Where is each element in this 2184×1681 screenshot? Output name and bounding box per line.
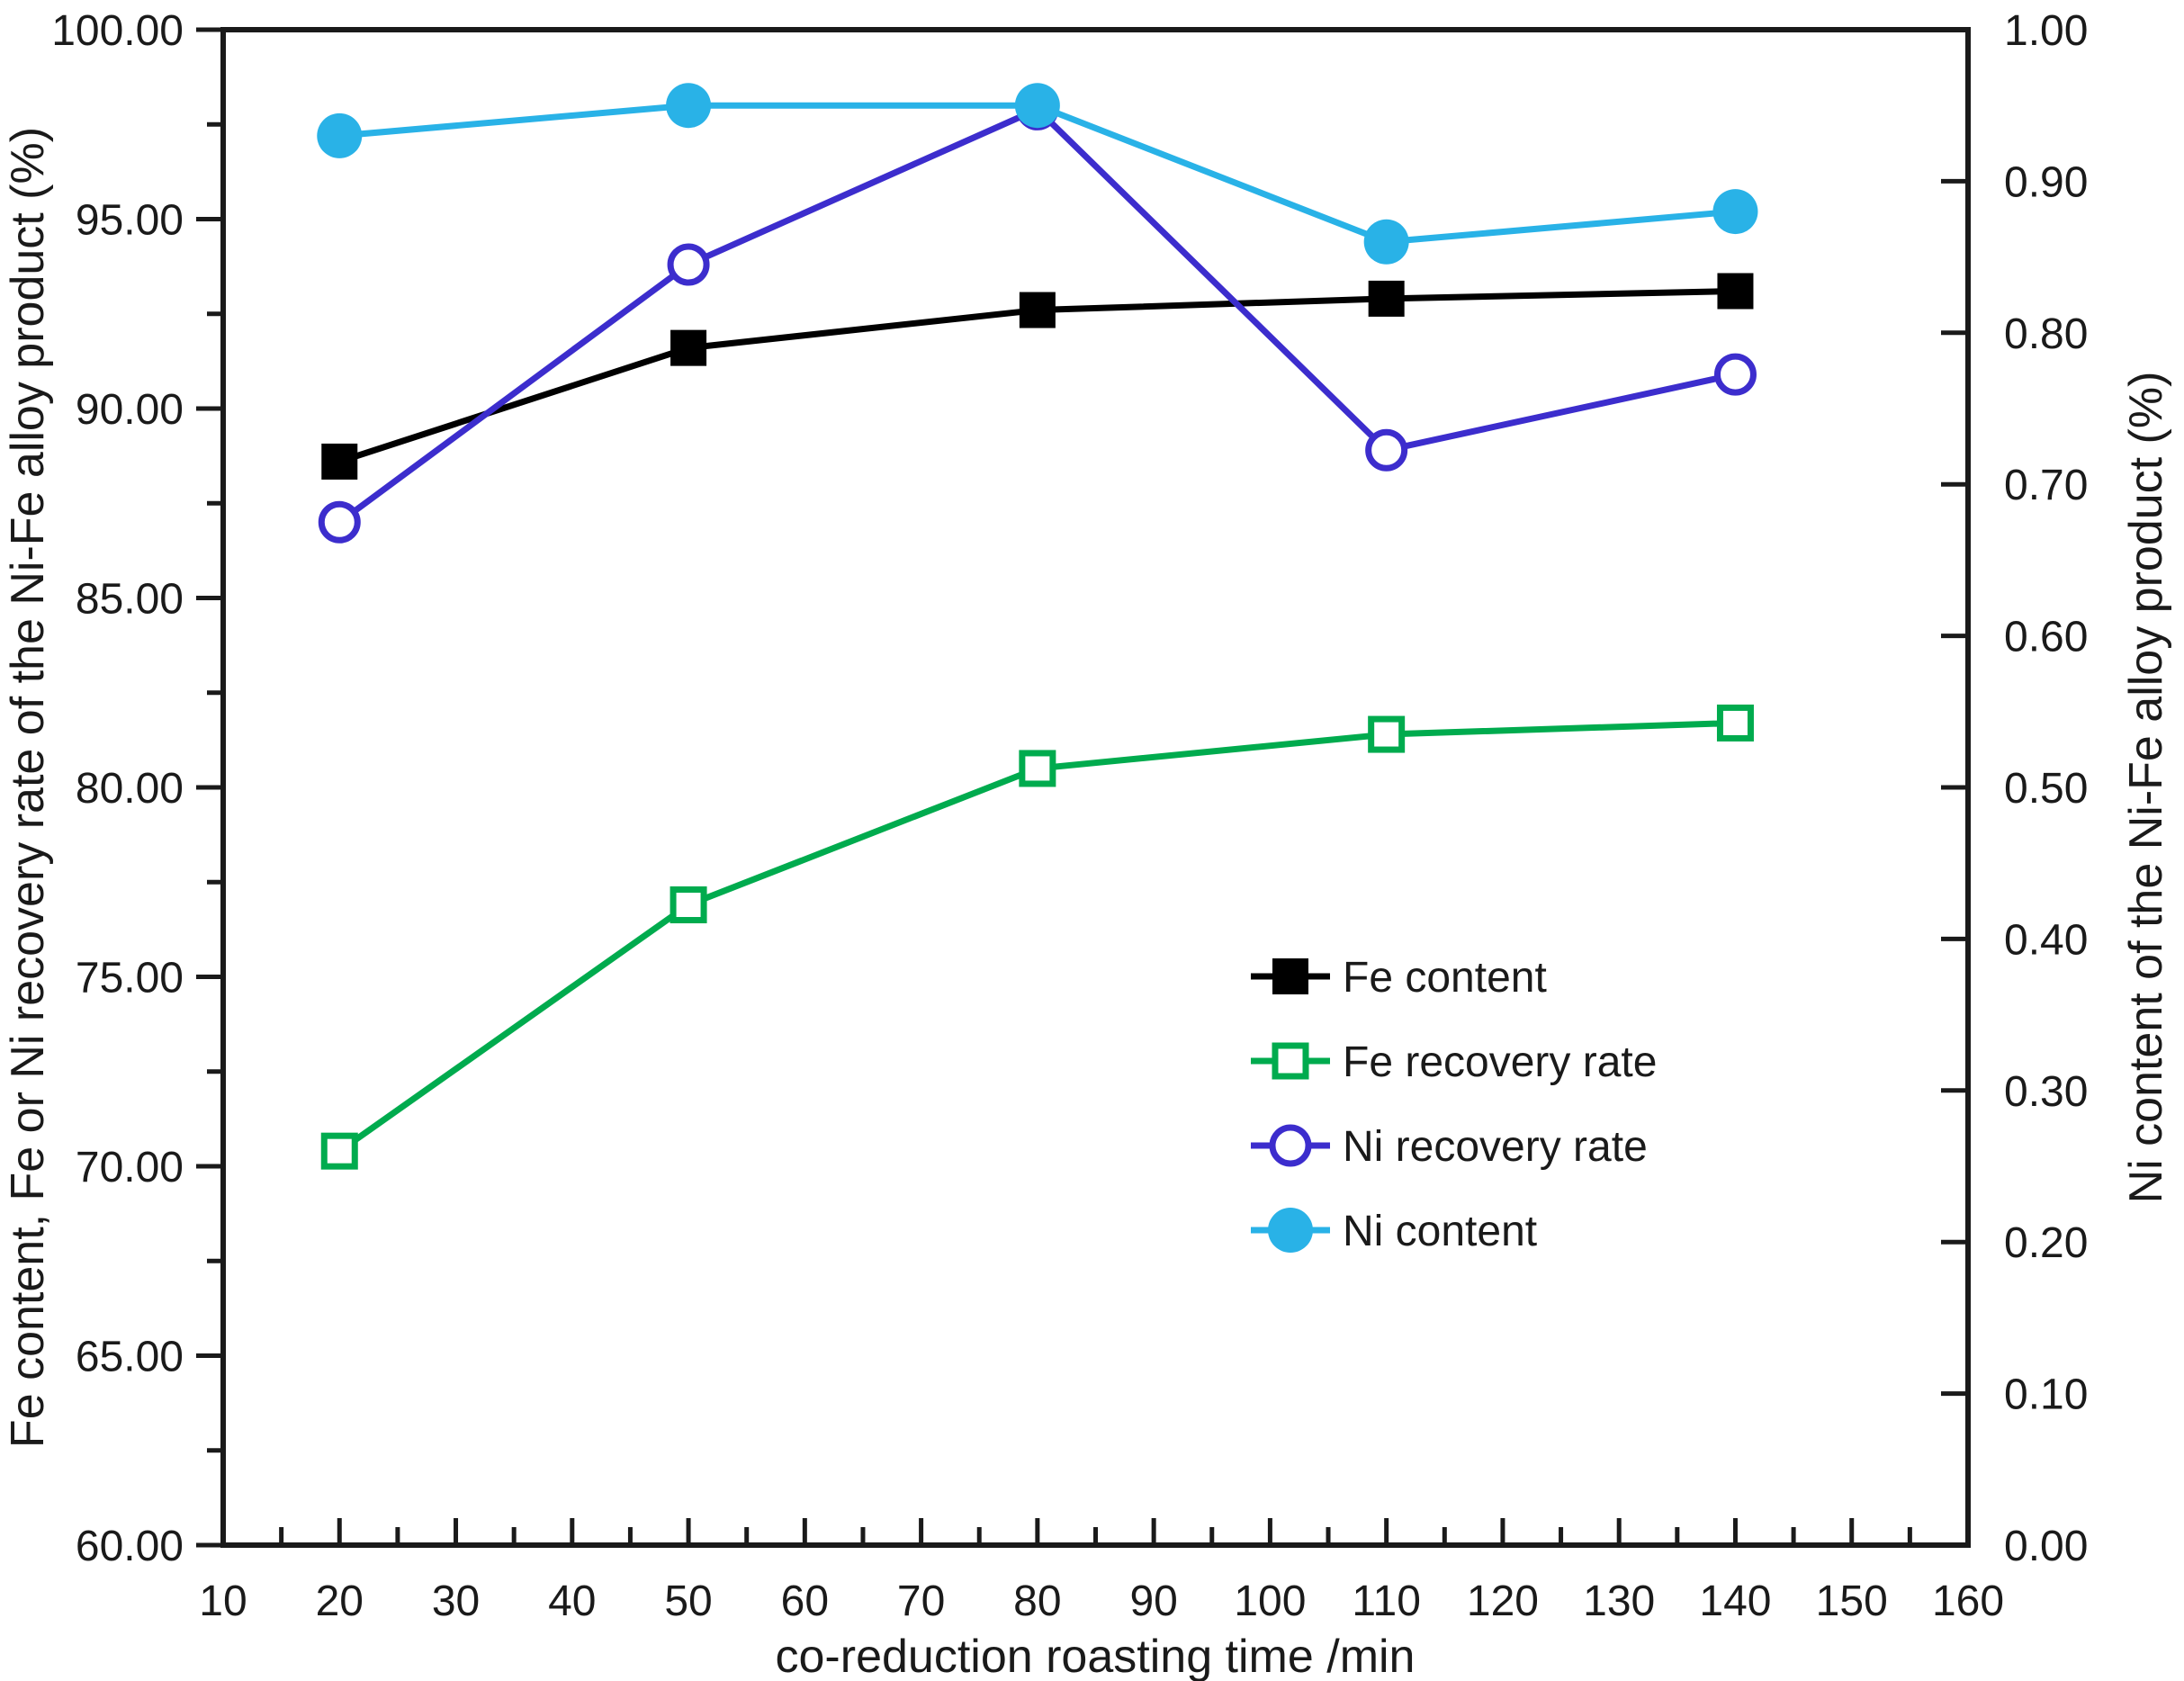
series-fe-content xyxy=(321,273,1754,480)
right-axis-tick-label: 0.40 xyxy=(2004,916,2088,964)
x-axis-tick-label: 50 xyxy=(664,1578,712,1625)
x-axis-title: co-reduction roasting time /min xyxy=(776,1631,1416,1681)
right-axis-tick-label: 0.10 xyxy=(2004,1371,2088,1419)
x-axis-tick-label: 140 xyxy=(1699,1578,1771,1625)
legend-marker xyxy=(1272,1042,1309,1080)
legend-marker xyxy=(1268,1208,1313,1253)
x-axis-tick-label: 110 xyxy=(1352,1578,1421,1625)
legend-item: Ni content xyxy=(1251,1208,1537,1255)
right-axis-tick-label: 0.90 xyxy=(2004,158,2088,206)
series-marker-fe-recovery-rate xyxy=(1716,704,1754,742)
left-axis-title: Fe content, Fe or Ni recovery rate of th… xyxy=(2,127,54,1448)
series-marker-fe-content xyxy=(670,329,707,366)
left-axis-tick-label: 100.00 xyxy=(51,7,184,55)
x-axis-tick-label: 130 xyxy=(1583,1578,1655,1625)
legend-item: Fe recovery rate xyxy=(1251,1038,1657,1086)
left-axis-tick-label: 80.00 xyxy=(76,765,184,813)
right-axis-tick-label: 0.80 xyxy=(2004,310,2088,358)
right-axis-tick-label: 0.00 xyxy=(2004,1523,2088,1570)
left-axis-tick-label: 85.00 xyxy=(76,576,184,624)
x-axis-tick-label: 10 xyxy=(199,1578,247,1625)
left-axis-tick-label: 65.00 xyxy=(76,1334,184,1381)
x-axis-tick-label: 80 xyxy=(1013,1578,1061,1625)
left-axis-tick-label: 70.00 xyxy=(76,1144,184,1191)
x-axis-tick-label: 160 xyxy=(1932,1578,2004,1625)
legend-item: Ni recovery rate xyxy=(1251,1123,1648,1171)
x-axis-tick-label: 150 xyxy=(1816,1578,1888,1625)
left-axis-tick-label: 75.00 xyxy=(76,955,184,1002)
series-marker-ni-content xyxy=(1712,189,1758,235)
series-marker-fe-content xyxy=(1019,292,1056,328)
series-line-fe-recovery-rate xyxy=(336,719,1739,1155)
series-marker-ni-recovery-rate xyxy=(1365,428,1408,472)
series-marker-ni-content xyxy=(666,83,712,129)
x-axis-tick-label: 100 xyxy=(1234,1578,1306,1625)
legend-label: Fe content xyxy=(1343,954,1547,1002)
legend-label: Ni recovery rate xyxy=(1343,1123,1648,1171)
series-marker-fe-recovery-rate xyxy=(1019,750,1056,787)
plot-frame xyxy=(220,27,1971,1548)
series-ni-content xyxy=(317,83,1758,265)
series-fe-recovery-rate xyxy=(320,704,1754,1170)
x-axis-tick-label: 70 xyxy=(897,1578,945,1625)
left-axis-tick-label: 95.00 xyxy=(76,197,184,245)
legend-marker xyxy=(1269,1124,1312,1167)
series-marker-fe-recovery-rate xyxy=(670,886,707,924)
x-axis-tick-label: 20 xyxy=(316,1578,364,1625)
right-axis-tick-label: 1.00 xyxy=(2004,7,2088,55)
series-marker-fe-content xyxy=(1368,280,1405,317)
right-axis-title: Ni content of the Ni-Fe alloy product (%… xyxy=(2120,372,2172,1204)
legend-label: Ni content xyxy=(1343,1208,1537,1255)
x-axis-tick-label: 90 xyxy=(1129,1578,1177,1625)
series-marker-ni-recovery-rate xyxy=(318,500,361,544)
legend: Fe content Fe recovery rate Ni recovery ra… xyxy=(1251,954,1657,1255)
legend-marker xyxy=(1272,958,1308,994)
right-axis-tick-label: 0.60 xyxy=(2004,614,2088,661)
x-axis-tick-label: 60 xyxy=(781,1578,829,1625)
x-axis-tick-label: 40 xyxy=(548,1578,596,1625)
series-marker-fe-recovery-rate xyxy=(1368,715,1406,753)
series-marker-ni-recovery-rate xyxy=(1713,353,1757,396)
series-marker-ni-recovery-rate xyxy=(667,243,710,286)
series-marker-ni-content xyxy=(1363,219,1409,265)
series-marker-fe-recovery-rate xyxy=(320,1132,358,1170)
right-axis-tick-label: 0.20 xyxy=(2004,1219,2088,1267)
legend-label: Fe recovery rate xyxy=(1343,1038,1657,1086)
x-axis-tick-label: 30 xyxy=(432,1578,480,1625)
x-axis-tick-label: 120 xyxy=(1467,1578,1539,1625)
series-marker-fe-content xyxy=(1717,273,1754,310)
legend-item: Fe content xyxy=(1251,954,1547,1002)
series-marker-fe-content xyxy=(321,443,358,480)
left-axis-tick-label: 90.00 xyxy=(76,386,184,434)
left-axis-tick-label: 60.00 xyxy=(76,1523,184,1570)
right-axis-tick-label: 0.50 xyxy=(2004,765,2088,813)
series-marker-ni-content xyxy=(317,112,363,158)
right-axis-tick-label: 0.70 xyxy=(2004,462,2088,509)
series-marker-ni-content xyxy=(1014,83,1060,129)
plot-area: 10 20 30 40 50 60 70 80 90 100 110 120 130 140 150 160 6… xyxy=(51,7,2088,1625)
right-axis-tick-label: 0.30 xyxy=(2004,1068,2088,1116)
